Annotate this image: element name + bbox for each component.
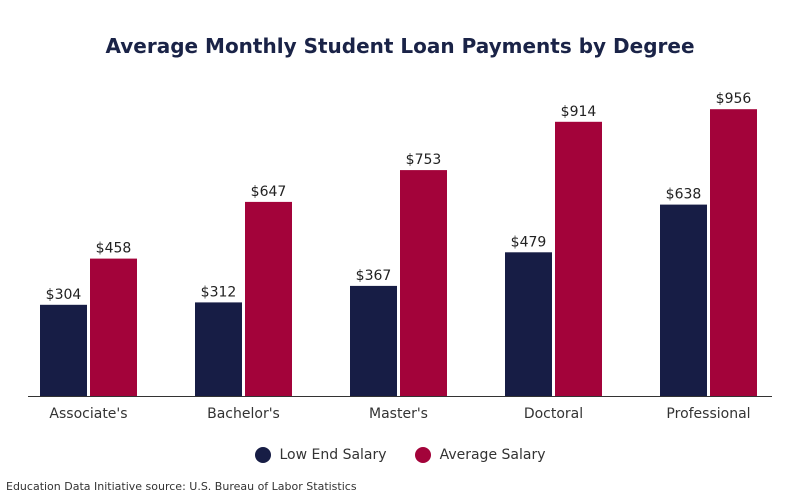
x-tick-label-0: Associate's: [49, 406, 127, 422]
source-note: Education Data Initiative source: U.S. B…: [6, 480, 357, 493]
legend-item-low-end: Low End Salary: [254, 447, 387, 463]
bar-low-end-0: [40, 304, 87, 396]
data-label-low-end-2: $367: [356, 268, 392, 284]
legend-label-low-end: Low End Salary: [279, 447, 387, 463]
x-tick-label-4: Professional: [666, 406, 750, 422]
bar-low-end-1: [195, 302, 242, 396]
bar-low-end-4: [660, 204, 707, 396]
legend-label-average: Average Salary: [439, 447, 546, 463]
data-label-average-4: $956: [716, 91, 752, 107]
data-label-low-end-1: $312: [201, 284, 237, 300]
bar-average-2: [400, 170, 447, 396]
bar-low-end-2: [350, 285, 397, 396]
x-tick-label-2: Master's: [369, 406, 428, 422]
data-label-average-0: $458: [96, 241, 132, 257]
legend-swatch-average: [414, 447, 431, 463]
bar-average-3: [555, 121, 602, 397]
bar-low-end-3: [505, 252, 552, 396]
legend: Low End Salary Average Salary: [0, 447, 800, 463]
data-label-average-2: $753: [406, 152, 442, 168]
chart-title: Average Monthly Student Loan Payments by…: [105, 34, 695, 58]
legend-item-average: Average Salary: [414, 447, 546, 463]
x-tick-label-3: Doctoral: [524, 406, 583, 422]
data-label-low-end-4: $638: [666, 187, 702, 203]
data-label-average-3: $914: [561, 104, 597, 120]
x-tick-label-1: Bachelor's: [207, 406, 280, 422]
data-label-low-end-0: $304: [46, 287, 82, 303]
bar-average-4: [710, 109, 757, 396]
data-label-average-1: $647: [251, 184, 287, 200]
data-label-low-end-3: $479: [511, 234, 547, 250]
bar-chart: $304 $458 Associate's $312 $647 Bachelor's $36…: [28, 91, 772, 422]
bar-average-1: [245, 201, 292, 396]
bar-average-0: [90, 258, 137, 396]
legend-swatch-low-end: [254, 447, 271, 463]
